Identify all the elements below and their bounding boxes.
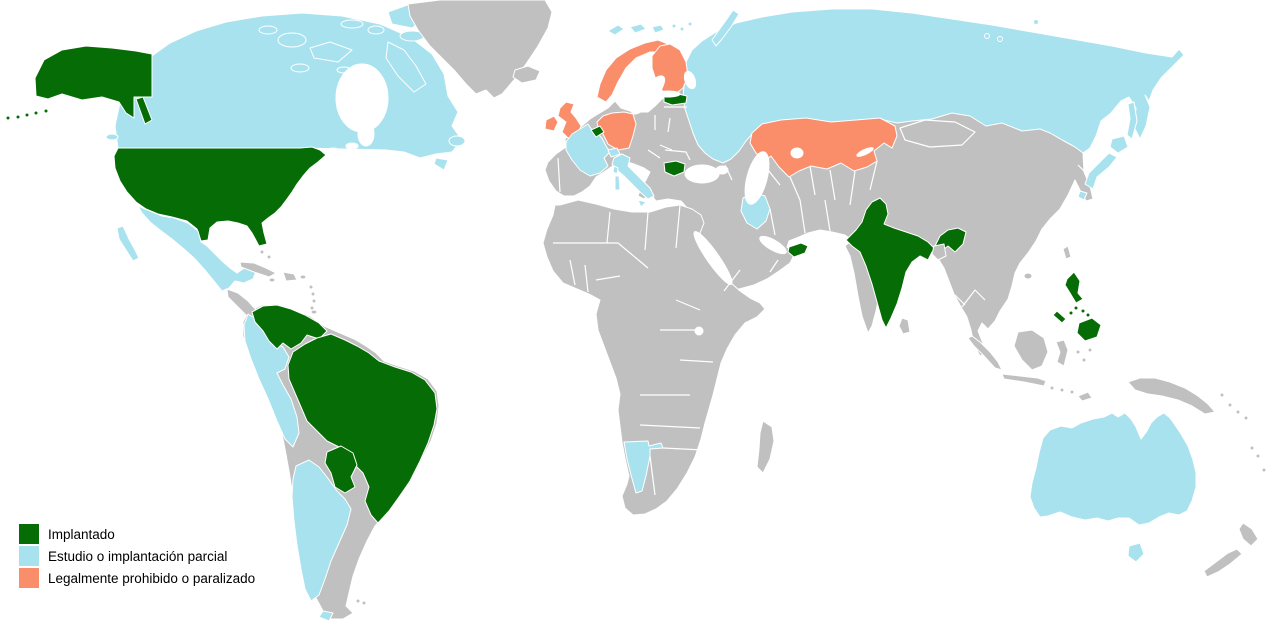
legend-swatch-study: [19, 546, 39, 566]
internal-borders: [553, 106, 1086, 496]
country-belgium: [590, 125, 605, 138]
country-india: [845, 197, 967, 329]
legend-label-study: Estudio o implantación parcial: [48, 548, 228, 564]
hainan-island: [1023, 272, 1033, 280]
pacific-islands: [1249, 445, 1267, 473]
country-iceland: [512, 65, 541, 84]
country-italy: [611, 153, 655, 208]
falkland-islands: [355, 598, 367, 606]
legend: Implantado Estudio o implantación parcia…: [19, 524, 255, 590]
country-sri-lanka: [898, 317, 911, 335]
country-kazakhstan: [749, 117, 898, 178]
country-venezuela: [251, 304, 328, 350]
country-argentina: [291, 459, 352, 622]
country-brazil: [287, 333, 438, 524]
country-paraguay: [324, 445, 358, 494]
country-russia: [607, 8, 1185, 164]
country-japan: [1077, 135, 1129, 201]
country-philippines: [1052, 271, 1102, 342]
country-ireland: [544, 115, 559, 132]
new-guinea-landmass: [1127, 377, 1249, 421]
legend-item-prohibited: Legalmente prohibido o paralizado: [19, 568, 255, 588]
country-australia: [1029, 412, 1197, 563]
country-taiwan: [1062, 245, 1072, 260]
legend-label-implemented: Implantado: [48, 526, 115, 542]
country-germany-netherlands: [596, 111, 637, 151]
caribbean-islands: [239, 249, 318, 315]
country-madagascar: [756, 420, 775, 474]
indonesia-islands: [967, 329, 1093, 402]
legend-swatch-implemented: [19, 524, 39, 544]
legend-label-prohibited: Legalmente prohibido o paralizado: [48, 570, 256, 586]
country-switzerland: [607, 147, 621, 158]
legend-swatch-prohibited: [19, 568, 39, 588]
seas-and-lakes: [325, 63, 874, 336]
country-bangladesh: [931, 243, 947, 261]
country-new-zealand: [1203, 522, 1259, 578]
country-bulgaria: [663, 160, 686, 177]
africa-landmass: [542, 199, 766, 516]
legend-item-study: Estudio o implantación parcial: [19, 546, 255, 566]
country-united-states: [5, 45, 327, 247]
legend-item-implemented: Implantado: [19, 524, 255, 544]
canadian-arctic-islands: [258, 3, 429, 93]
country-united-arab-emirates: [787, 242, 809, 258]
